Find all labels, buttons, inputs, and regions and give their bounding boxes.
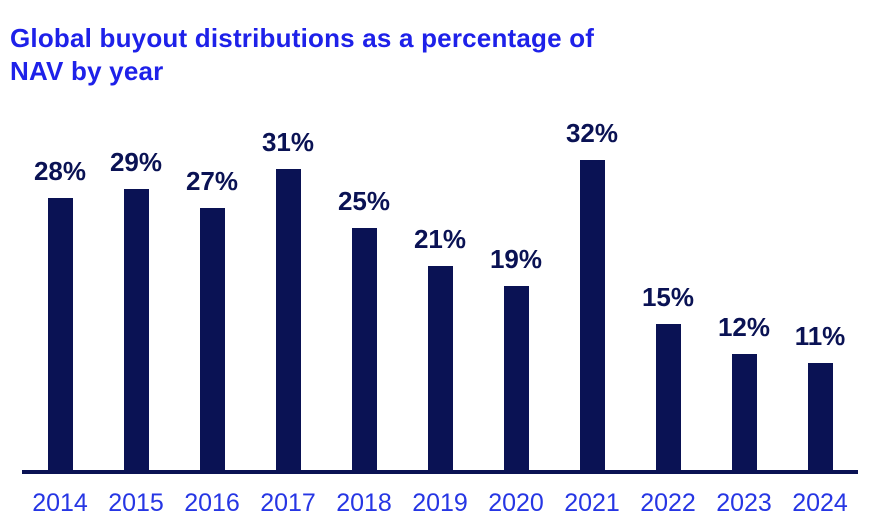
bar-value-label: 32% [565,118,619,148]
bar-column: 19% [478,244,554,470]
bar-column: 15% [630,282,706,470]
bar-value-label: 27% [185,166,239,196]
bar-value-label: 29% [109,147,163,177]
x-axis-tick-label: 2023 [716,489,772,517]
bar-value-label: 25% [337,186,391,216]
bar [503,286,529,470]
bar-value-label: 21% [413,224,467,254]
bar-value-label: 15% [641,282,695,312]
bar [351,228,377,470]
x-axis-labels: 2014 2015 2016 2017 2018 2019 2020 2021 2022 2023… [22,489,858,518]
bar-value-label: 12% [717,312,771,342]
bar-column: 31% [250,127,326,470]
x-axis-tick-label: 2016 [184,489,240,517]
x-axis-tick-label: 2017 [260,489,316,517]
x-axis-tick-label: 2020 [488,489,544,517]
bar-value-label: 11% [794,321,846,351]
plot-area: 28% 29% 27% 31% 25% 21% 19% 32% 15% 12% 11% [22,118,858,470]
x-axis-line [22,470,858,474]
x-axis-tick-label: 2014 [32,489,88,517]
bar-column: 28% [22,156,98,470]
bar-value-label: 28% [33,156,87,186]
x-axis-tick-label: 2021 [564,489,620,517]
bar [199,208,225,470]
bar [427,266,453,470]
bar-column: 11% [782,321,858,470]
bar [731,354,757,470]
bar-chart: 28% 29% 27% 31% 25% 21% 19% 32% 15% 12% 11% 2014 20… [22,118,858,518]
bar [579,160,605,470]
x-axis-tick-label: 2022 [640,489,696,517]
bar [807,363,833,470]
bar [275,169,301,470]
x-axis-tick-label: 2019 [412,489,468,517]
x-axis-tick-label: 2018 [336,489,392,517]
chart-title-line-2: NAV by year [10,56,164,86]
x-axis-tick-label: 2015 [108,489,164,517]
bar-column: 12% [706,312,782,470]
chart-title: Global buyout distributions as a percent… [10,22,594,88]
bar-column: 21% [402,224,478,470]
bar-column: 32% [554,118,630,470]
chart-title-line-1: Global buyout distributions as a percent… [10,23,595,53]
bar-column: 27% [174,166,250,470]
bar-column: 29% [98,147,174,470]
bar-value-label: 19% [489,244,543,274]
bar [655,324,681,470]
x-axis-tick-label: 2024 [792,489,848,517]
bar [123,189,149,470]
bar-column: 25% [326,186,402,470]
bar [47,198,73,470]
bar-value-label: 31% [261,127,315,157]
